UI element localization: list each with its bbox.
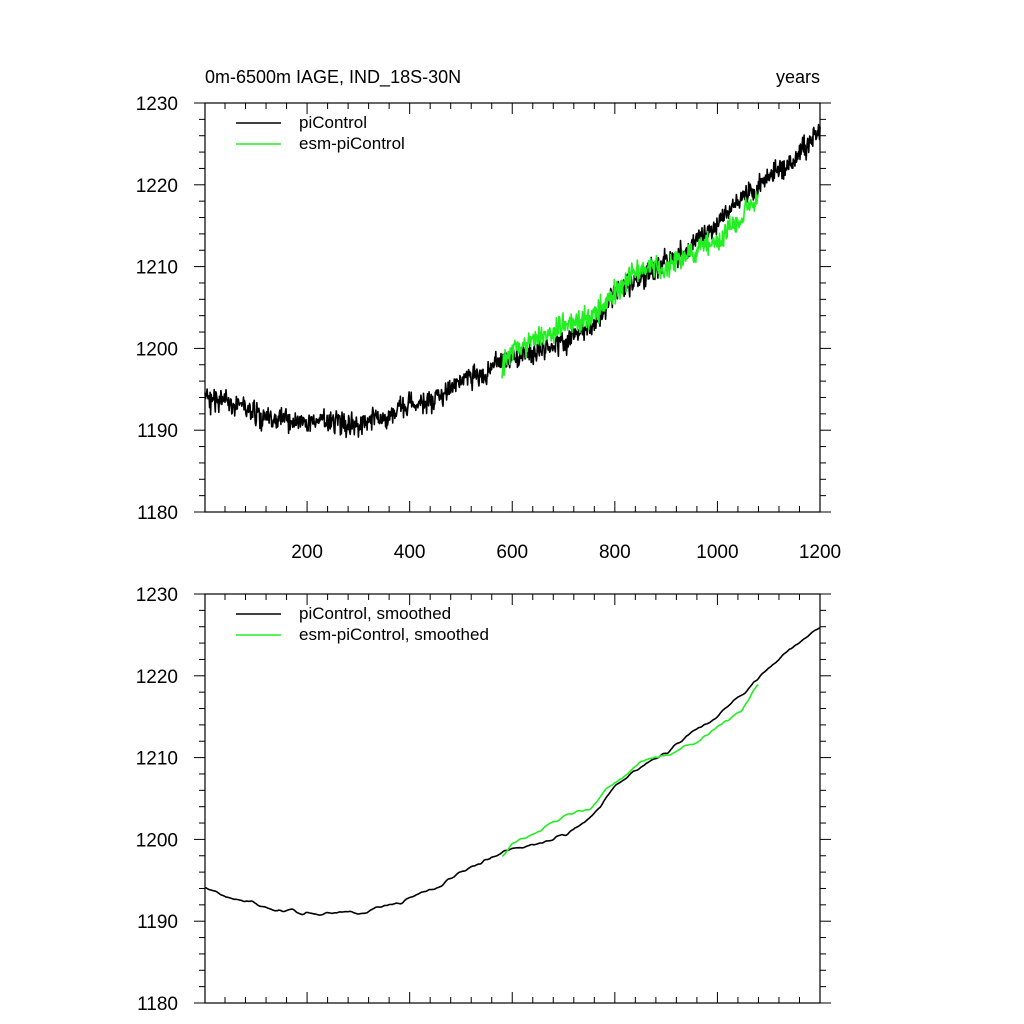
units-label: years xyxy=(776,67,820,87)
legend-label: esm-piControl, smoothed xyxy=(299,625,489,644)
series-line-esm-picontrol xyxy=(501,190,760,379)
legend-label: piControl, smoothed xyxy=(299,604,451,623)
chart-panel-2: 1180 1190 1200 1210 1220 1230 piControl, smoot… xyxy=(136,585,831,1015)
legend-label: piControl xyxy=(299,113,367,132)
y-tick-label: 1190 xyxy=(137,421,178,442)
chart-title: 0m-6500m IAGE, IND_18S-30N xyxy=(205,67,461,88)
plot-frame xyxy=(204,593,821,1004)
legend-label: esm-piControl xyxy=(299,134,405,153)
x-tick-label: 600 xyxy=(496,542,528,563)
y-tick-label: 1200 xyxy=(136,339,178,360)
y-tick-label: 1180 xyxy=(137,503,178,524)
y-tick-label: 1210 xyxy=(136,749,178,770)
x-tick-label: 200 xyxy=(291,542,323,563)
y-tick-label: 1200 xyxy=(136,830,178,851)
series-line-picontrol-smoothed xyxy=(204,627,821,916)
y-tick-label: 1180 xyxy=(137,994,178,1015)
chart-panel-1: 1180 1190 1200 1210 1220 1230 200 400 600 800 1000… xyxy=(136,67,841,563)
plot-frame xyxy=(204,102,821,513)
x-tick-label: 1000 xyxy=(696,542,738,563)
y-tick-label: 1220 xyxy=(136,176,178,197)
x-tick-label: 400 xyxy=(394,542,426,563)
x-tick-label: 800 xyxy=(599,542,631,563)
y-tick-label: 1230 xyxy=(136,94,178,115)
x-tick-label: 1200 xyxy=(799,542,841,563)
series-line-picontrol xyxy=(204,123,821,439)
series-line-esm-picontrol-smoothed xyxy=(501,683,759,857)
y-tick-label: 1230 xyxy=(136,585,178,606)
y-tick-label: 1210 xyxy=(136,258,178,279)
y-tick-label: 1220 xyxy=(136,667,178,688)
y-tick-label: 1190 xyxy=(137,912,178,933)
